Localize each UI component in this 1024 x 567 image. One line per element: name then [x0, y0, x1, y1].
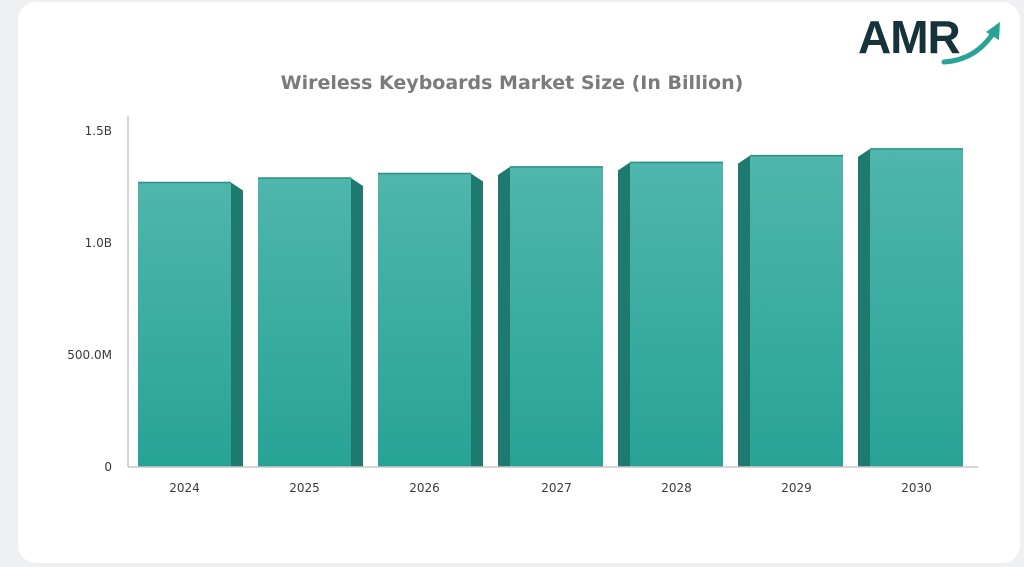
chart-title: Wireless Keyboards Market Size (In Billi… — [280, 72, 744, 94]
bar-group — [858, 148, 963, 468]
bar-group — [498, 166, 603, 467]
x-tick-label: 2030 — [901, 481, 932, 495]
y-tick-label: 1.5B — [85, 124, 112, 138]
x-tick-label: 2024 — [169, 481, 200, 495]
bar-group — [618, 161, 723, 468]
bar — [870, 148, 963, 468]
logo-arrow-icon — [941, 22, 1000, 65]
x-tick-label: 2025 — [289, 481, 320, 495]
x-tick-label: 2028 — [661, 481, 692, 495]
bar-side — [498, 166, 510, 467]
bar-group — [138, 181, 243, 467]
bar-side — [738, 155, 750, 467]
bar-side — [618, 162, 630, 468]
y-tick-label: 500.0M — [67, 348, 112, 362]
bar — [258, 178, 351, 468]
amr-logo: AMR — [858, 10, 1008, 68]
bar — [138, 182, 231, 467]
y-tick-label: 1.0B — [85, 236, 112, 250]
bar — [378, 173, 471, 467]
y-tick-label: 0 — [104, 460, 112, 474]
bar-group — [378, 172, 483, 467]
bar-side — [471, 173, 483, 467]
bar-side — [858, 148, 870, 468]
bar-side — [231, 182, 243, 467]
bar-group — [258, 177, 363, 468]
logo-text: AMR — [858, 11, 961, 63]
x-tick-label: 2027 — [541, 481, 572, 495]
x-tick-label: 2029 — [781, 481, 812, 495]
bar-side — [351, 178, 363, 468]
bar — [750, 155, 843, 467]
x-tick-label: 2026 — [409, 481, 440, 495]
bar — [630, 162, 723, 468]
bar-group — [738, 154, 843, 467]
bar — [510, 166, 603, 467]
